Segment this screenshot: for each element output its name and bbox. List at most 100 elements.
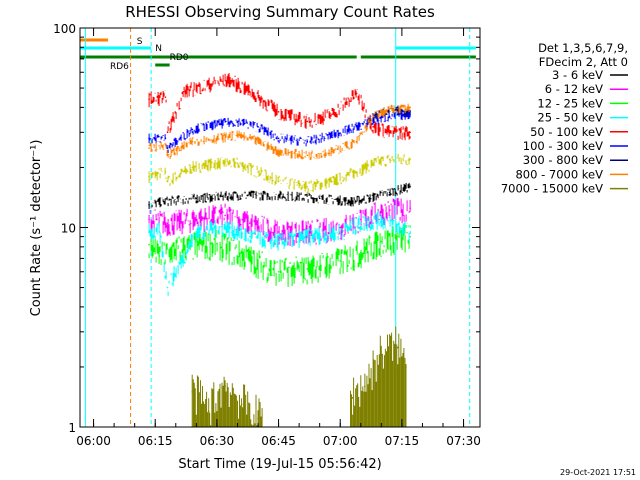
series-800-7000-kev-point	[257, 140, 259, 143]
x-tick-label: 07:15	[385, 434, 420, 448]
extra-series-0-point	[306, 185, 309, 188]
extra-series-0-point	[257, 171, 259, 173]
series-100-300-kev-point	[306, 140, 309, 143]
legend-label: 300 - 800 keV	[523, 153, 603, 167]
legend-label: 100 - 300 keV	[523, 139, 603, 153]
series-50-100-kev-point	[148, 98, 150, 100]
series-50-100-kev-point	[228, 78, 231, 81]
y-tick-label: 10	[61, 222, 76, 236]
series-3-6-kev-point	[162, 200, 165, 203]
series-25-50-kev-point	[248, 235, 251, 238]
series-6-12-kev-point	[195, 218, 198, 221]
series-100-300-kev-point	[148, 137, 150, 140]
series-800-7000-kev-point	[148, 147, 150, 149]
series-50-100-kev-point	[207, 83, 210, 86]
series-800-7000-kev-point	[191, 140, 194, 143]
series-25-50-kev	[148, 210, 411, 296]
series-50-100-kev-point	[355, 92, 358, 95]
legend: Det 1,3,5,6,7,9, FDecim 2, Att 0 3 - 6 k…	[501, 41, 628, 196]
annotation-s: S	[137, 37, 143, 47]
legend-label: 800 - 7000 keV	[515, 167, 603, 181]
y-tick-label: 1	[68, 421, 76, 435]
legend-label: 25 - 50 keV	[537, 111, 603, 125]
series-25-50-kev-point	[224, 226, 226, 229]
series-3-6-kev-point	[409, 185, 411, 188]
x-tick-label: 06:00	[76, 434, 111, 448]
series-50-100-kev-point	[164, 96, 167, 98]
series-800-7000-kev-point	[355, 140, 358, 143]
legend-label: 7000 - 15000 keV	[501, 182, 603, 196]
series-25-50-kev-point	[339, 231, 342, 233]
series-100-300-kev-point	[277, 137, 280, 140]
extra-series-0-point	[191, 166, 194, 169]
series-3-6-kev-point	[388, 191, 391, 194]
series-7000-15000-kev-path	[191, 326, 407, 427]
x-axis-label: Start Time (19-Jul-15 05:56:42)	[178, 457, 381, 472]
y-axis-label: Count Rate (s⁻¹ detector⁻¹)	[29, 140, 44, 317]
x-tick-label: 07:00	[323, 434, 358, 448]
series-7000-15000-kev-point	[364, 385, 366, 388]
legend-header-line-2: FDecim 2, Att 0	[539, 55, 628, 69]
series-12-25-kev-point	[216, 242, 218, 245]
series-6-12-kev-point	[248, 222, 251, 225]
series-7000-15000-kev-point	[224, 385, 226, 388]
x-tick-label: 06:15	[138, 434, 173, 448]
series-800-7000-kev-point	[277, 150, 280, 153]
series-100-300-kev-point	[166, 147, 169, 149]
series-25-50-kev-point	[409, 231, 411, 233]
x-tick-label: 07:30	[446, 434, 481, 448]
x-tick-label: 06:30	[200, 434, 235, 448]
series-50-100-kev-point	[306, 120, 309, 123]
series-6-12-kev-point	[148, 218, 150, 221]
series-50-100-kev-point	[183, 90, 185, 93]
series-7000-15000-kev-point	[257, 417, 259, 420]
series-7000-15000-kev-point	[396, 346, 399, 349]
series-800-7000-kev-point	[331, 150, 333, 153]
legend-label: 3 - 6 keV	[552, 68, 603, 82]
series-800-7000-kev-point	[372, 115, 374, 118]
series-100-300-kev	[148, 109, 411, 153]
series-12-25-kev-point	[277, 270, 280, 273]
series-12-25-kev	[148, 225, 411, 287]
extra-series-0-point	[236, 162, 239, 165]
chart-title: RHESSI Observing Summary Count Rates	[125, 3, 435, 21]
series-300-800-kev-point	[409, 111, 411, 113]
series-3-6-kev-point	[148, 203, 150, 206]
series-100-300-kev-point	[355, 125, 358, 128]
series-12-25-kev-point	[148, 243, 150, 246]
series-12-25-kev-point	[359, 251, 362, 254]
series-25-50-kev-point	[277, 240, 280, 243]
annotation-rd0: RD0	[170, 53, 189, 63]
series-3-6-kev-point	[236, 194, 239, 197]
series-100-300-kev-point	[388, 115, 391, 118]
series-800-7000-kev-point	[409, 106, 411, 109]
series-100-300-kev-point	[331, 134, 333, 137]
series-100-300-kev-point	[216, 123, 218, 125]
series-25-50-kev-point	[380, 218, 383, 221]
extra-series-0-point	[388, 158, 391, 160]
series-25-50-kev-point	[148, 231, 150, 233]
series-12-25-kev-point	[409, 235, 411, 238]
legend-label: 12 - 25 keV	[537, 96, 603, 110]
series-25-50-kev-path	[148, 210, 411, 296]
axes: 06:00 06:15 06:30 06:45 07:00 07:15 07:30 1 10 10…	[53, 22, 481, 448]
extra-series-0-point	[372, 162, 374, 165]
series-100-300-kev-point	[372, 120, 374, 123]
series-100-300-kev-point	[164, 137, 167, 140]
series-6-12-kev-point	[166, 222, 169, 225]
series-100-300-kev-point	[191, 128, 194, 131]
extra-series-0-point	[355, 171, 358, 173]
annotation-n: N	[155, 44, 162, 54]
series-25-50-kev-point	[158, 231, 161, 233]
series-3-6-kev-point	[368, 197, 370, 200]
series-800-7000-kev-path	[148, 103, 411, 161]
series-12-25-kev-point	[306, 268, 309, 270]
series-12-25-kev-point	[183, 246, 185, 248]
series-12-25-kev-point	[158, 255, 161, 257]
extra-series-0-point	[331, 180, 333, 183]
series-7000-15000-kev-point	[191, 391, 194, 393]
extra-series-0-point	[409, 158, 411, 160]
legend-header-line-1: Det 1,3,5,6,7,9,	[538, 41, 628, 55]
extra-series-0-point	[277, 180, 280, 183]
